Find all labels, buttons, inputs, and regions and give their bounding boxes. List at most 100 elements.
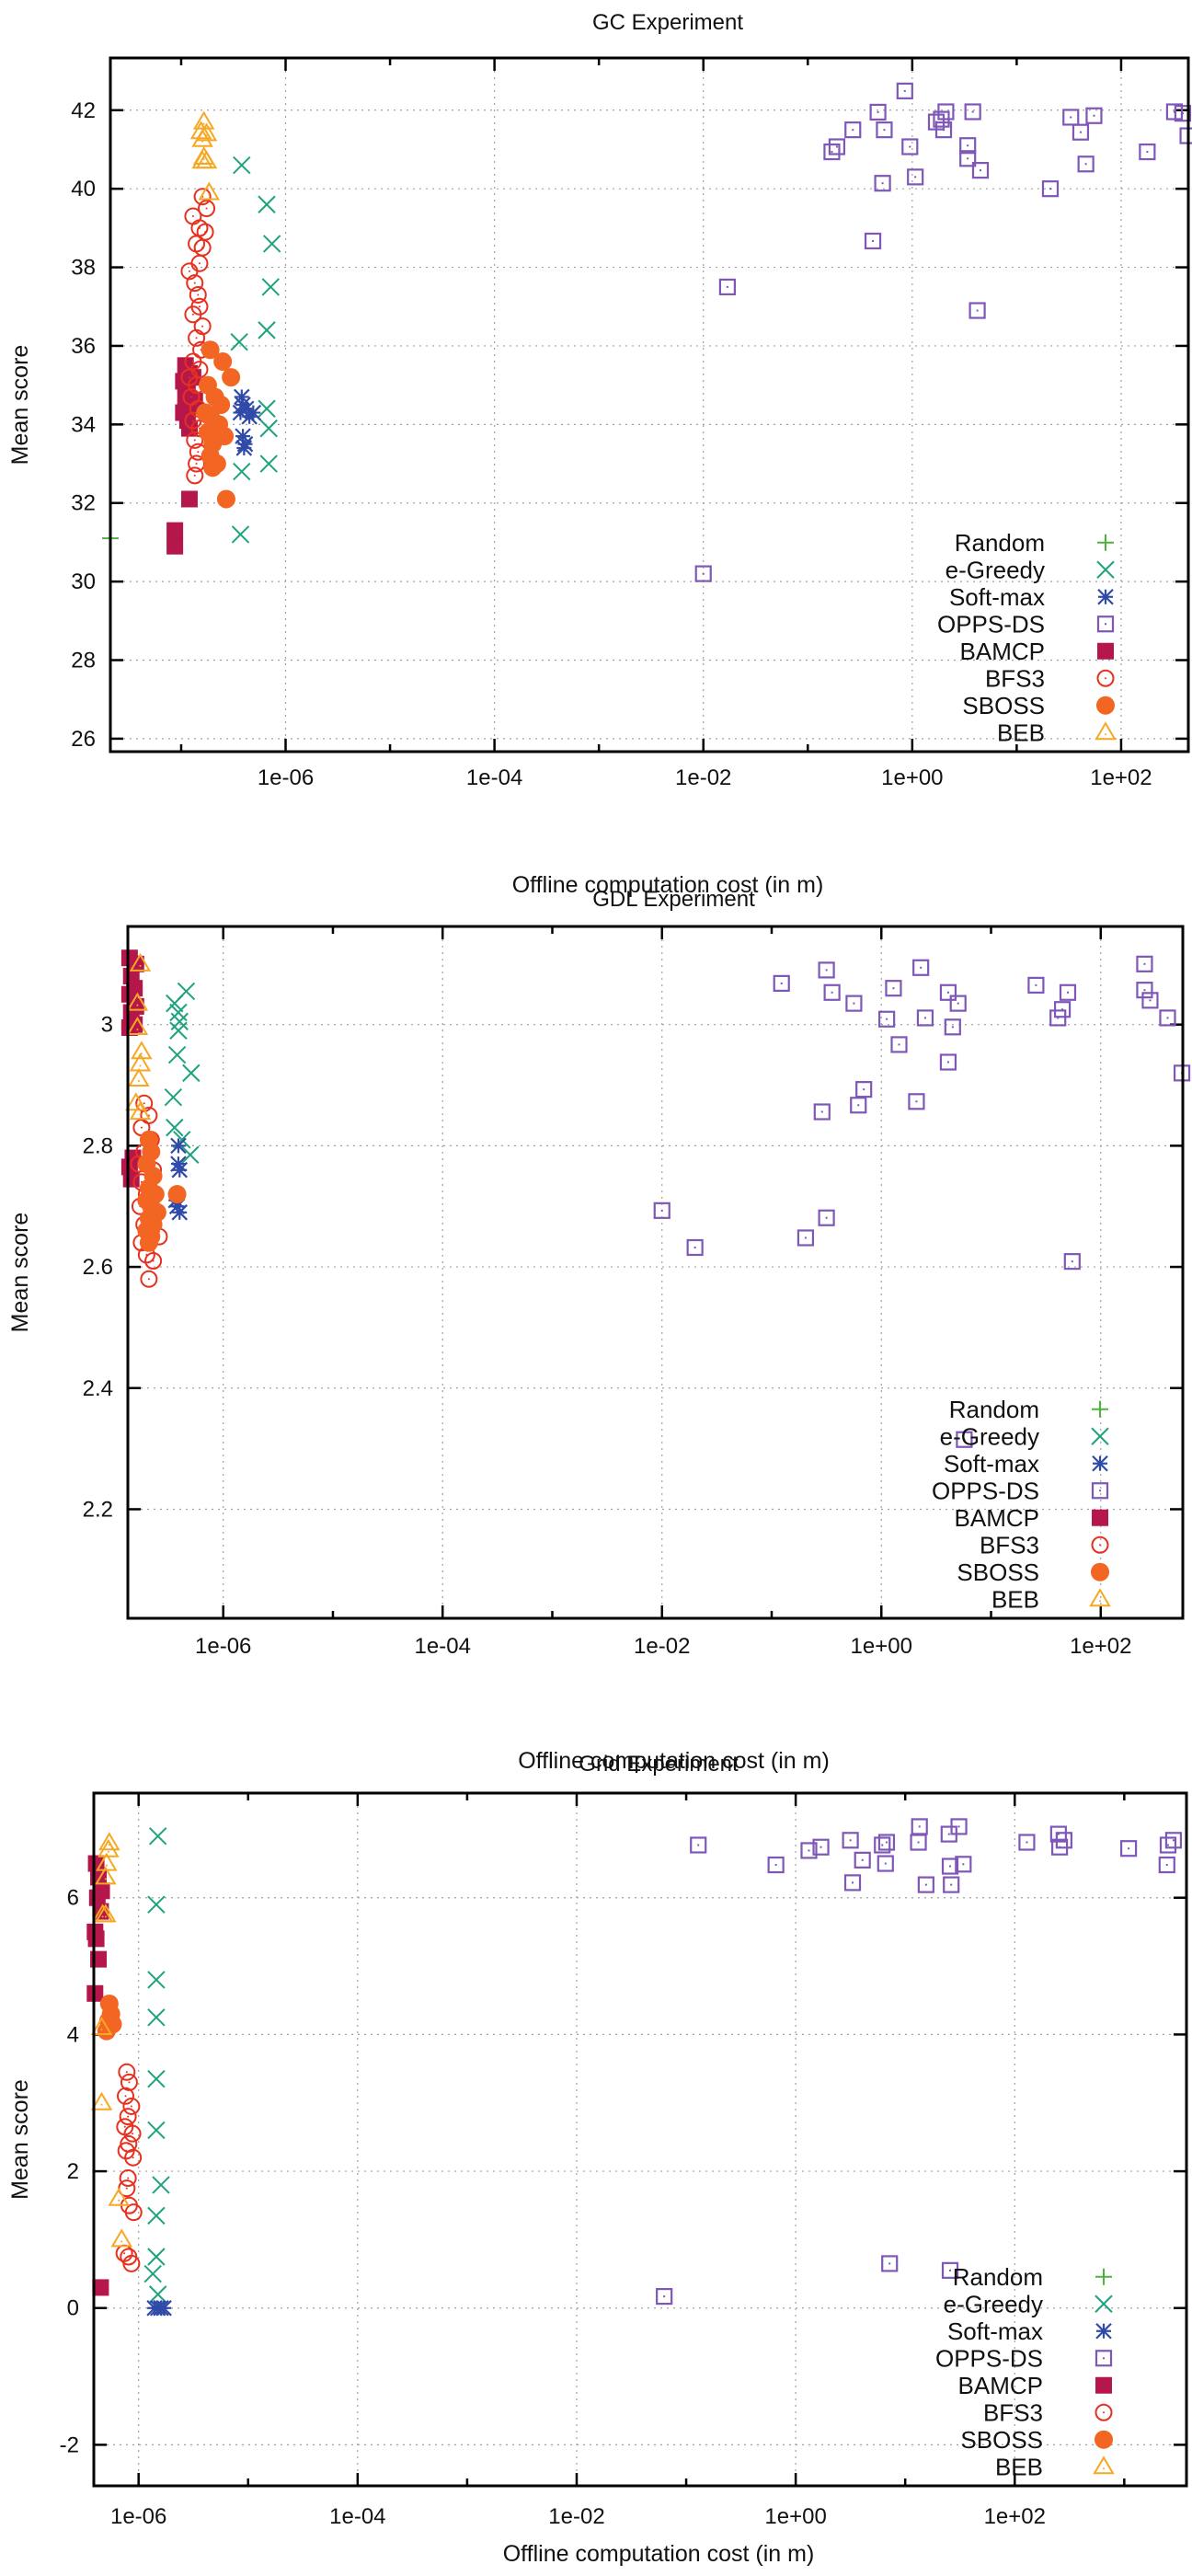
marker-stroke: [164, 1087, 183, 1107]
data-point: [171, 1161, 189, 1179]
marker-dot: [127, 2177, 130, 2179]
marker-stroke: [237, 400, 255, 418]
legend-item: SBOSS: [960, 2426, 1113, 2454]
data-point: [92, 2279, 109, 2296]
marker-dot: [1099, 1489, 1101, 1492]
y-tick-label: 40: [71, 177, 96, 201]
legend-label: Random: [955, 529, 1045, 557]
data-point: [90, 2091, 113, 2110]
y-tick-label: 0: [67, 2296, 79, 2321]
marker-dot: [1071, 1260, 1073, 1263]
marker-dot: [139, 1113, 142, 1116]
marker-dot: [1149, 999, 1152, 1002]
marker-dot: [197, 293, 200, 296]
data-point: [855, 1081, 873, 1098]
legend-symbol-triangle-open-icon: [1089, 1588, 1111, 1607]
data-point: [1018, 1834, 1036, 1851]
marker-dot: [140, 1126, 143, 1129]
marker-stroke: [261, 278, 281, 296]
marker-dot: [152, 1259, 155, 1262]
marker-dot: [132, 2133, 134, 2135]
marker-dot: [1066, 991, 1069, 994]
x-tick-label: 1e-04: [329, 2504, 385, 2529]
marker-shape: [1072, 123, 1090, 141]
data-point: [1049, 1825, 1067, 1843]
marker-stroke: [147, 2248, 166, 2266]
marker-dot: [1105, 677, 1106, 680]
data-point: [169, 1021, 188, 1040]
data-point: [155, 2299, 172, 2317]
data-point: [139, 1233, 158, 1252]
marker-dot: [188, 376, 190, 379]
marker-shape: [198, 181, 221, 201]
marker-dot: [193, 474, 196, 477]
marker-dot: [188, 270, 190, 272]
gc-experiment-plot: GC Experiment 1e-06 1e-04 1e-02 1e+00 1e+02 26…: [7, 10, 1192, 898]
marker-dot: [808, 1849, 810, 1852]
marker-shape: [800, 1842, 818, 1859]
marker-shape: [1095, 2350, 1113, 2367]
legend-symbol-square-filled-icon: [1097, 642, 1114, 660]
data-point: [233, 155, 251, 175]
marker-dot: [125, 2071, 128, 2074]
data-point: [216, 489, 235, 509]
marker-shape: [845, 995, 863, 1012]
marker-stroke: [259, 454, 278, 473]
data-point: [917, 1876, 934, 1893]
marker-stroke: [231, 525, 250, 544]
marker-dot: [1165, 1864, 1168, 1867]
data-point: [167, 1045, 187, 1064]
series-sboss: [137, 1130, 187, 1252]
data-point: [1159, 1009, 1176, 1027]
marker-shape: [950, 1818, 968, 1835]
marker-dot: [702, 572, 705, 575]
data-point: [828, 138, 846, 155]
data-point: [129, 1052, 152, 1072]
marker-shape: [890, 1036, 908, 1053]
data-point: [869, 103, 887, 121]
legend-symbol-plus-icon: [1092, 1400, 1108, 1418]
data-point: [800, 1842, 818, 1859]
marker-dot: [831, 151, 833, 154]
data-point: [201, 340, 220, 360]
marker-shape: [186, 466, 204, 485]
data-point: [126, 992, 149, 1011]
data-point: [261, 278, 281, 296]
legend-label: BAMCP: [955, 1504, 1039, 1532]
gdl-experiment-plot: GDL Experiment 1e-06 1e-04 1e-02 1e+00 1e+02 2…: [7, 887, 1191, 1774]
series-beb: [90, 1832, 132, 2248]
marker-dot: [100, 2103, 103, 2106]
marker-shape: [1136, 982, 1153, 999]
marker-dot: [1103, 2411, 1105, 2414]
marker-dot: [1035, 983, 1037, 986]
marker-shape: [184, 305, 202, 324]
y-axis-label: Mean score: [7, 1213, 33, 1333]
data-point: [943, 1876, 960, 1893]
data-point: [213, 352, 233, 372]
data-point: [184, 305, 202, 324]
data-point: [191, 128, 213, 147]
marker-dot: [140, 1052, 143, 1055]
legend-label: BEB: [997, 719, 1045, 746]
marker-stroke: [258, 195, 276, 213]
marker-stroke: [1091, 1427, 1109, 1445]
marker-dot: [883, 129, 886, 132]
legend-symbol-cross-icon: [1095, 2294, 1113, 2313]
marker-dot: [195, 337, 198, 339]
x-tick-label: 1e+00: [881, 765, 943, 790]
marker-dot: [835, 145, 838, 148]
marker-shape: [1018, 1834, 1036, 1851]
legend-label: BAMCP: [960, 638, 1045, 665]
marker-stroke: [147, 1895, 166, 1914]
marker-shape: [959, 150, 977, 167]
marker-stroke: [233, 462, 251, 481]
marker-dot: [884, 1862, 887, 1865]
x-tick-label: 1e-02: [548, 2504, 604, 2529]
data-point: [911, 1818, 928, 1835]
marker-dot: [201, 162, 204, 165]
marker-shape: [956, 1431, 973, 1448]
marker-dot: [107, 1850, 109, 1853]
legend-symbol-star-icon: [1092, 1455, 1108, 1472]
data-point: [916, 1009, 934, 1027]
legend-label: SBOSS: [962, 692, 1045, 719]
